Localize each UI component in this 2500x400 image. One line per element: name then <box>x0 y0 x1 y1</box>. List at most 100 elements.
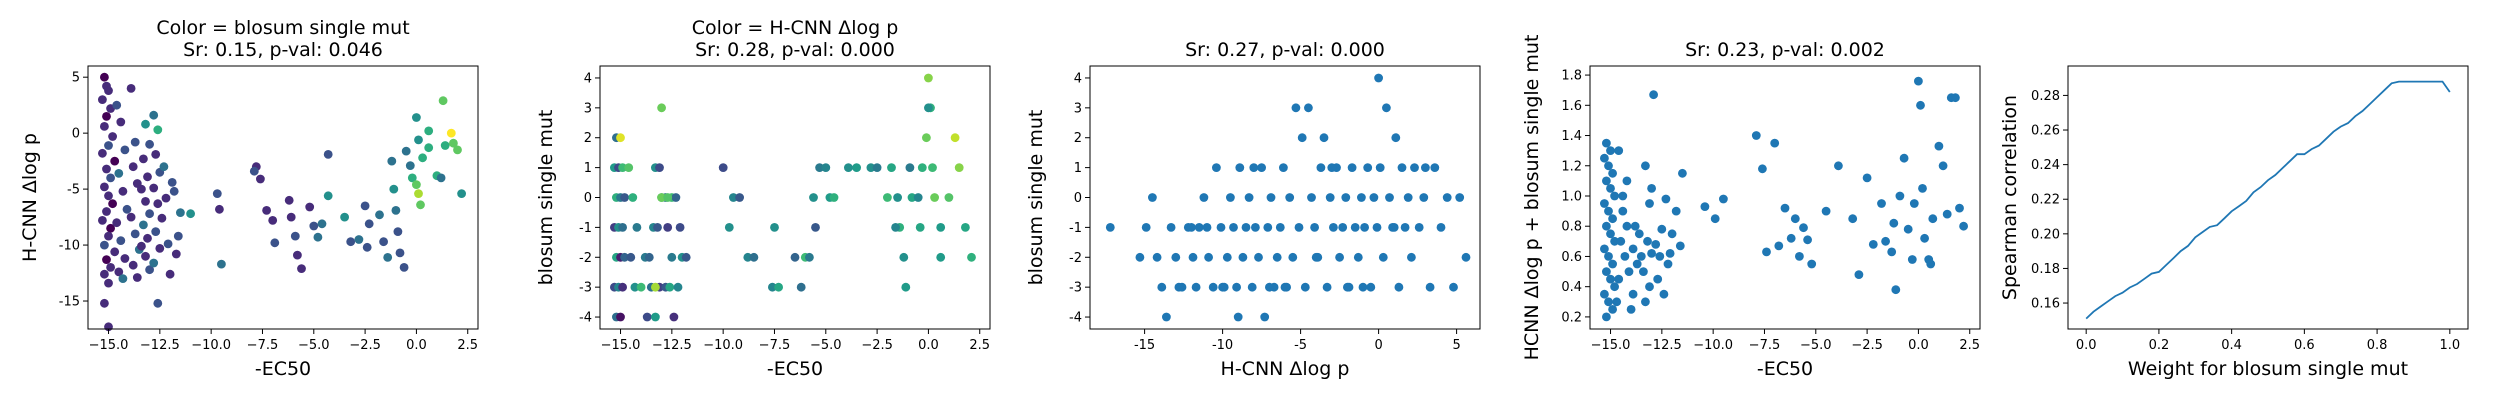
data-point <box>1600 244 1609 254</box>
data-point <box>1854 270 1864 279</box>
data-point <box>145 209 155 219</box>
data-point <box>143 233 152 243</box>
data-point <box>1655 252 1665 261</box>
data-point <box>922 133 931 143</box>
data-point <box>653 223 662 232</box>
data-point <box>155 244 165 253</box>
data-point <box>1442 193 1452 202</box>
data-point <box>169 186 179 196</box>
chart-panel-4: −15.0 −12.5 −10.0 −7.5 −5.0 −2.5 0.0 2.5 0.2 0.4 0… <box>1521 35 1981 380</box>
data-point <box>1263 223 1273 232</box>
data-point <box>375 210 384 220</box>
data-point <box>1600 153 1609 163</box>
series-line <box>2085 80 2451 320</box>
data-point <box>1265 282 1274 292</box>
data-point <box>657 103 666 113</box>
data-point <box>1238 252 1248 262</box>
axes-frame <box>87 65 479 330</box>
data-point <box>1353 252 1363 262</box>
data-point <box>389 184 399 194</box>
data-point <box>1641 161 1650 171</box>
data-point <box>1602 221 1611 231</box>
data-point <box>1430 163 1440 173</box>
data-point <box>153 199 163 209</box>
data-point <box>1449 282 1458 292</box>
data-point <box>412 180 421 190</box>
x-tick-label: 0.8 <box>2367 338 2388 353</box>
data-point <box>112 218 122 228</box>
x-tick-label: 2.5 <box>1959 338 1980 353</box>
data-point <box>1700 202 1710 212</box>
data-point <box>632 223 642 232</box>
data-point <box>98 95 107 104</box>
data-point <box>1612 297 1622 307</box>
data-point <box>1316 163 1326 173</box>
data-point <box>790 252 800 262</box>
data-point <box>809 193 818 202</box>
data-point <box>961 223 970 232</box>
data-point <box>401 146 411 156</box>
data-point <box>1795 252 1804 261</box>
y-tick-label: 2 <box>584 131 592 146</box>
scatter-points <box>98 72 466 332</box>
data-point <box>1254 252 1263 262</box>
data-point <box>616 133 625 143</box>
x-tick-label: 0 <box>1374 338 1382 353</box>
data-point <box>1141 223 1151 232</box>
data-point <box>718 163 728 173</box>
data-point <box>1216 223 1226 232</box>
data-point <box>1889 218 1899 228</box>
data-point <box>130 229 140 239</box>
data-point <box>1675 241 1685 251</box>
data-point <box>796 282 806 292</box>
y-tick-label: -2 <box>1069 251 1082 266</box>
data-point <box>215 204 224 214</box>
data-point <box>1347 163 1357 173</box>
data-point <box>1645 282 1654 292</box>
data-point <box>1653 274 1663 284</box>
data-point <box>905 163 915 173</box>
data-point <box>130 137 140 147</box>
x-tick-label: −10.0 <box>1693 338 1733 353</box>
data-point <box>1604 206 1613 216</box>
y-tick-label: -5 <box>67 183 80 198</box>
data-point <box>212 189 222 199</box>
data-point <box>1604 252 1613 261</box>
data-point <box>309 221 319 231</box>
data-point <box>852 163 861 173</box>
data-point <box>340 212 349 222</box>
data-point <box>1955 203 1964 213</box>
x-tick-label: -15 <box>1134 338 1155 353</box>
data-point <box>407 173 417 183</box>
y-tick-label: 0.22 <box>2031 193 2060 208</box>
x-tick-label: 0.6 <box>2294 338 2315 353</box>
data-point <box>1600 199 1609 208</box>
data-point <box>149 110 159 120</box>
data-point <box>1604 161 1613 171</box>
x-tick-label: −12.5 <box>652 338 692 353</box>
data-point <box>1397 163 1407 173</box>
data-point <box>1639 267 1648 276</box>
data-point <box>1647 184 1656 193</box>
data-point <box>1807 259 1817 269</box>
y-tick-label: -4 <box>579 311 592 326</box>
data-point <box>616 312 625 322</box>
data-point <box>317 219 327 229</box>
data-point <box>102 164 111 174</box>
x-tick-label: −7.5 <box>759 338 791 353</box>
x-tick-label: −7.5 <box>1749 338 1781 353</box>
y-tick-label: -4 <box>1069 311 1082 326</box>
data-point <box>1895 191 1905 201</box>
data-point <box>1877 199 1886 208</box>
data-point <box>1304 103 1313 113</box>
data-point <box>293 250 302 260</box>
data-point <box>387 156 397 166</box>
data-point <box>1199 193 1209 202</box>
data-point <box>1602 138 1611 148</box>
data-point <box>1279 163 1288 173</box>
data-point <box>457 189 466 199</box>
data-point <box>118 186 128 196</box>
data-point <box>749 252 759 262</box>
data-point <box>1157 282 1167 292</box>
